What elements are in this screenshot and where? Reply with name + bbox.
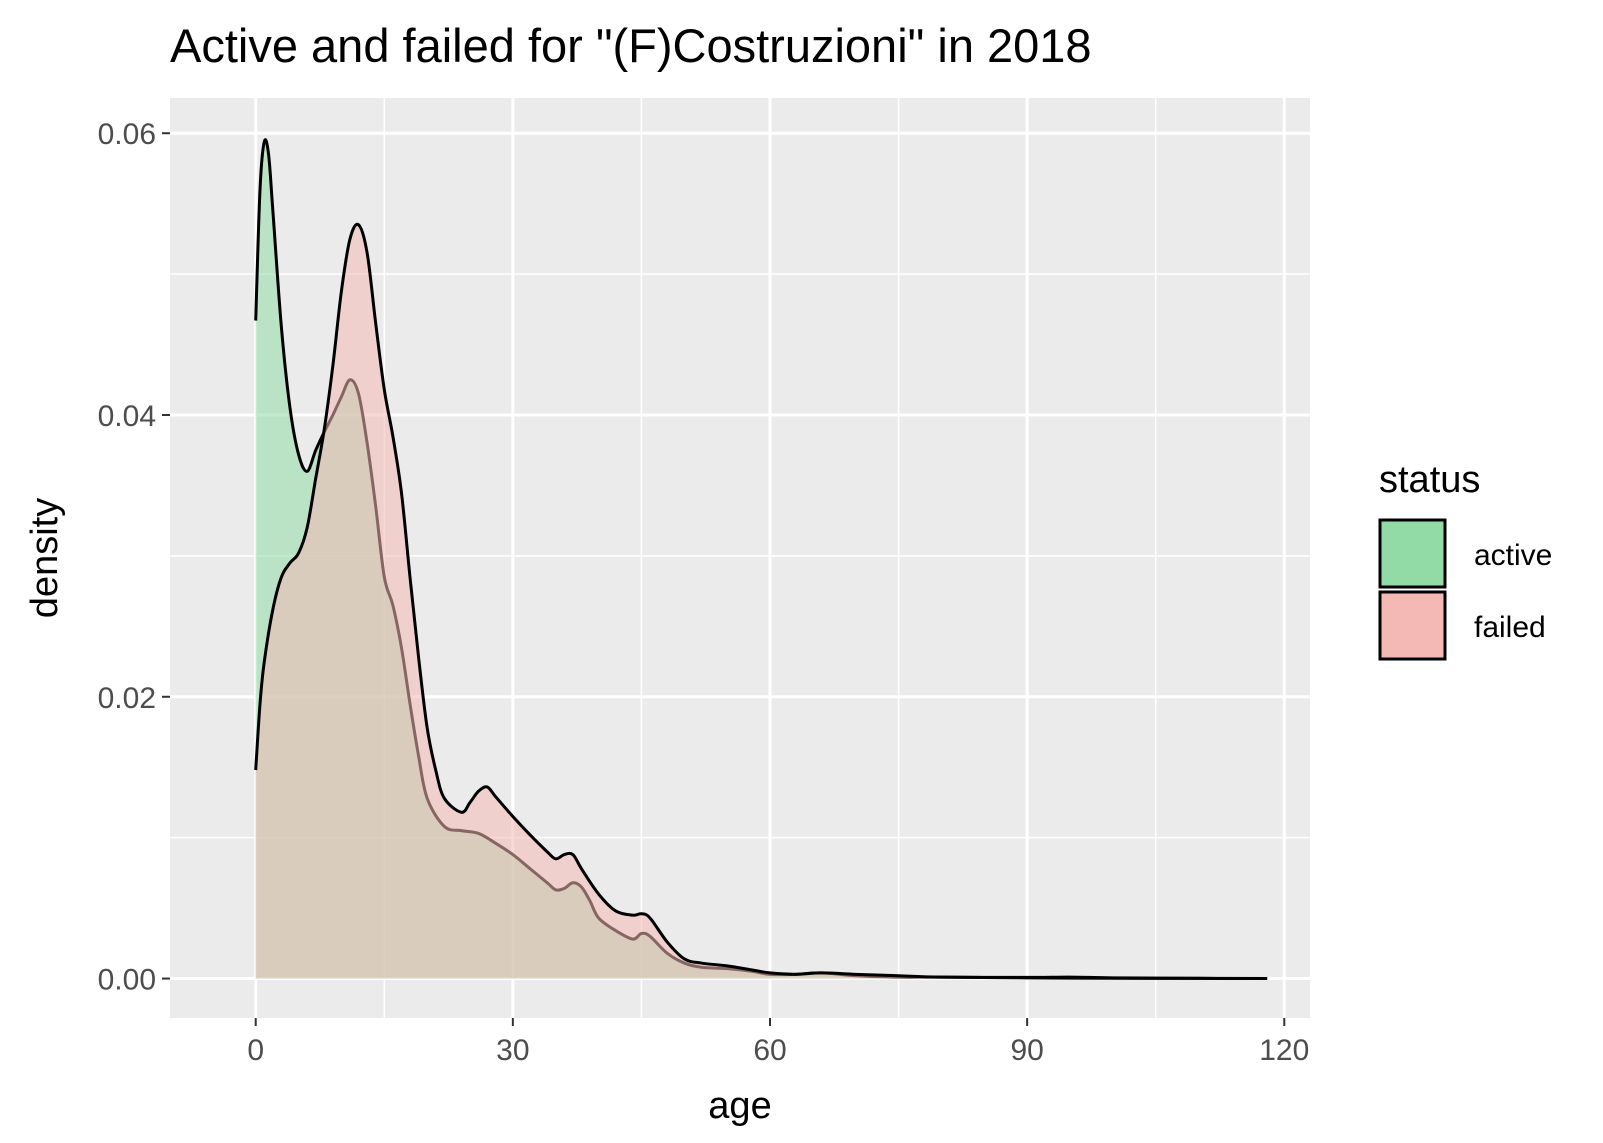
major-gridlines bbox=[170, 98, 1310, 1018]
legend-label-active: active bbox=[1474, 539, 1552, 572]
x-axis-title: age bbox=[708, 1085, 771, 1127]
y-axis: 0.00 0.02 0.04 0.06 bbox=[98, 118, 170, 997]
legend-title: status bbox=[1379, 459, 1480, 501]
y-tick-label: 0.02 bbox=[98, 682, 156, 715]
legend: status active failed bbox=[1378, 459, 1552, 661]
minor-gridlines bbox=[170, 98, 1310, 1018]
y-tick-label: 0.06 bbox=[98, 118, 156, 151]
y-axis-title: density bbox=[24, 498, 66, 618]
y-tick-label: 0.04 bbox=[98, 400, 156, 433]
x-tick-label: 90 bbox=[1010, 1034, 1043, 1067]
x-tick-label: 30 bbox=[496, 1034, 529, 1067]
x-axis: 0 30 60 90 120 bbox=[247, 1018, 1309, 1067]
legend-key-active bbox=[1378, 518, 1447, 589]
legend-key-failed bbox=[1378, 590, 1447, 661]
y-tick-label: 0.00 bbox=[98, 964, 156, 997]
density-line-failed bbox=[254, 222, 1268, 981]
chart-title: Active and failed for "(F)Costruzioni" i… bbox=[170, 19, 1092, 72]
x-tick-label: 120 bbox=[1259, 1034, 1309, 1067]
density-area-failed bbox=[255, 224, 1268, 979]
x-tick-label: 0 bbox=[247, 1034, 264, 1067]
legend-label-failed: failed bbox=[1474, 611, 1546, 644]
x-tick-label: 60 bbox=[753, 1034, 786, 1067]
density-areas bbox=[254, 138, 1268, 981]
